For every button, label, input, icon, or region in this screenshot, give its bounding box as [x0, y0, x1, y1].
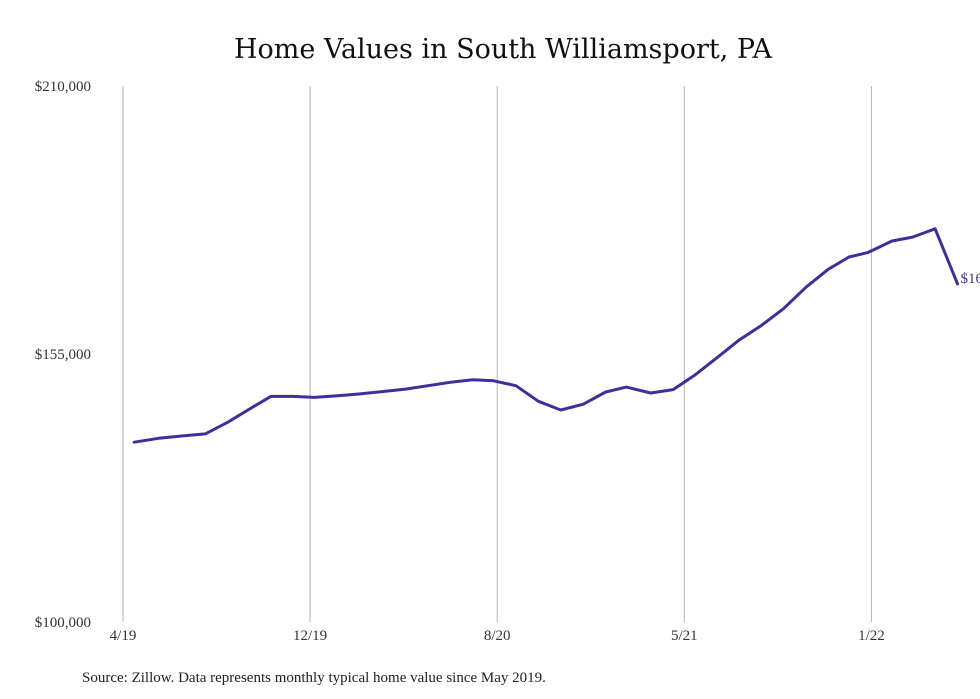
series: $169,412 — [132, 227, 980, 444]
x-axis: 4/19 12/19 8/20 5/21 1/22 — [110, 628, 885, 644]
chart-title: Home Values in South Williamsport, PA — [234, 34, 773, 65]
grid-lines — [122, 86, 872, 622]
y-tick-label: $210,000 — [35, 79, 91, 95]
y-tick-label: $155,000 — [35, 347, 91, 363]
x-tick-label: 5/21 — [671, 628, 698, 644]
x-tick-label: 1/22 — [858, 628, 885, 644]
y-tick-label: $100,000 — [35, 615, 91, 631]
x-tick-label: 12/19 — [293, 628, 327, 644]
x-tick-label: 4/19 — [110, 628, 137, 644]
end-value-label: $169,412 — [961, 271, 980, 287]
source-note: Source: Zillow. Data represents monthly … — [82, 670, 546, 686]
series-line — [132, 227, 959, 444]
x-tick-label: 8/20 — [484, 628, 511, 644]
y-axis: $210,000 $155,000 $100,000 — [35, 79, 91, 631]
